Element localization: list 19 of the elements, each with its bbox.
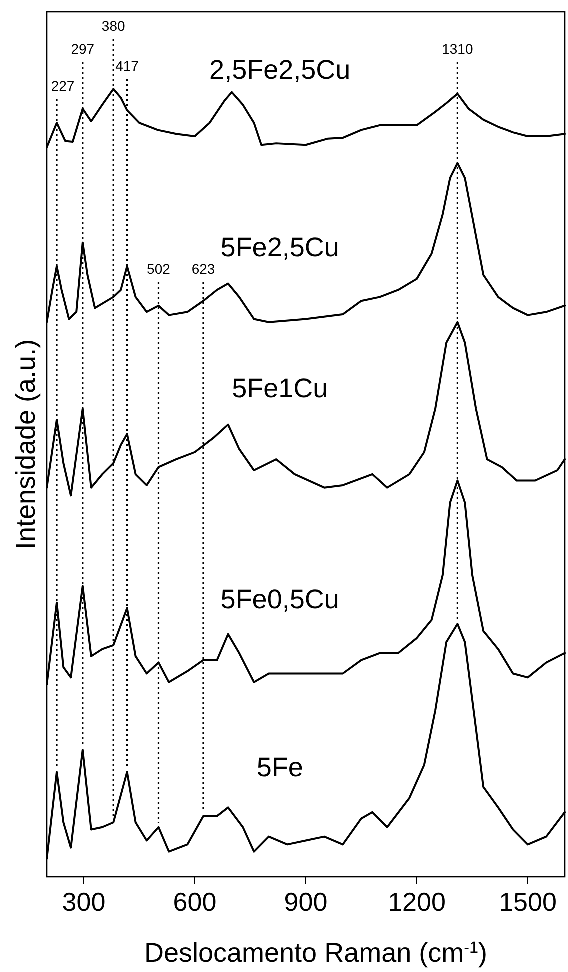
series-label: 5Fe0,5Cu: [220, 584, 340, 615]
ref-line-label: 380: [102, 18, 126, 34]
ref-line-label: 623: [192, 261, 216, 277]
x-tick-label: 1500: [499, 887, 557, 917]
y-axis-title: Intensidade (a.u.): [11, 339, 41, 550]
ref-line-label: 502: [147, 261, 171, 277]
ref-line-label: 417: [116, 58, 140, 74]
series-label: 5Fe: [256, 752, 304, 783]
ref-line-label: 1310: [442, 41, 474, 57]
series-label: 5Fe2,5Cu: [220, 232, 340, 262]
ref-line-label: 297: [71, 41, 95, 57]
ref-line-label: 227: [51, 78, 75, 94]
series-label: 5Fe1Cu: [232, 373, 328, 404]
x-tick-label: 600: [173, 887, 217, 917]
series-label: 2,5Fe2,5Cu: [210, 54, 351, 85]
x-tick-label: 300: [62, 887, 106, 917]
x-tick-label: 900: [284, 887, 328, 917]
x-axis-title: Deslocamento Raman (cm$^{-1}$): [144, 938, 488, 968]
x-tick-label: 1200: [388, 887, 446, 917]
